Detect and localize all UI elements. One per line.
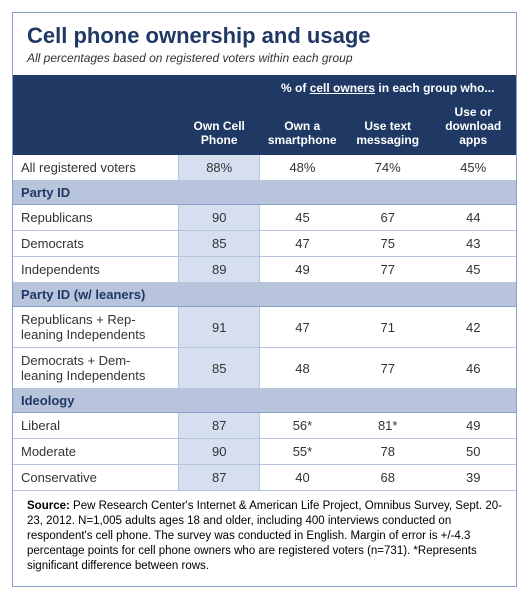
table-row: Democrats + Dem-leaning Independents8548… [13, 348, 516, 389]
cell-c: 44 [430, 205, 516, 231]
cell-own: 91 [179, 307, 259, 348]
header-span-underline: cell owners [310, 81, 375, 95]
cell-c: 50 [430, 439, 516, 465]
row-label: Conservative [13, 465, 179, 491]
cell-b: 77 [345, 348, 431, 389]
cell-own: 87 [179, 413, 259, 439]
cell-a: 47 [259, 307, 345, 348]
header-span-suffix: in each group who... [375, 81, 494, 95]
cell-b: 75 [345, 231, 431, 257]
source-text: Pew Research Center's Internet & America… [27, 500, 502, 572]
row-label: Republicans [13, 205, 179, 231]
group-header-row: Party ID [13, 181, 516, 205]
cell-a: 40 [259, 465, 345, 491]
cell-own: 87 [179, 465, 259, 491]
cell-c: 45 [430, 257, 516, 283]
data-table: % of cell owners in each group who... Ow… [13, 75, 516, 491]
cell-a: 45 [259, 205, 345, 231]
cell-a: 56* [259, 413, 345, 439]
cell-c: 43 [430, 231, 516, 257]
table-row: Democrats85477543 [13, 231, 516, 257]
cell-c: 39 [430, 465, 516, 491]
cell-own: 90 [179, 439, 259, 465]
header-col-b: Use text messaging [345, 101, 431, 155]
cell-b: 71 [345, 307, 431, 348]
group-label: Ideology [13, 389, 516, 413]
row-label: Republicans + Rep-leaning Independents [13, 307, 179, 348]
cell-own: 85 [179, 231, 259, 257]
card-subtitle: All percentages based on registered vote… [13, 49, 516, 75]
cell-c: 45% [430, 155, 516, 181]
cell-own: 85 [179, 348, 259, 389]
source-note: Source: Pew Research Center's Internet &… [13, 491, 516, 586]
cell-c: 49 [430, 413, 516, 439]
cell-b: 67 [345, 205, 431, 231]
table-row: Republicans90456744 [13, 205, 516, 231]
header-blank-own [179, 75, 259, 101]
cell-own: 89 [179, 257, 259, 283]
table-row: Independents89497745 [13, 257, 516, 283]
header-col-c: Use or download apps [430, 101, 516, 155]
table-row: All registered voters88%48%74%45% [13, 155, 516, 181]
cell-own: 88% [179, 155, 259, 181]
group-label: Party ID [13, 181, 516, 205]
cell-a: 49 [259, 257, 345, 283]
cell-b: 74% [345, 155, 431, 181]
cell-a: 48 [259, 348, 345, 389]
cell-b: 78 [345, 439, 431, 465]
table-body: All registered voters88%48%74%45%Party I… [13, 155, 516, 491]
table-row: Conservative87406839 [13, 465, 516, 491]
cell-b: 68 [345, 465, 431, 491]
header-blank [13, 75, 179, 101]
cell-c: 42 [430, 307, 516, 348]
group-label: Party ID (w/ leaners) [13, 283, 516, 307]
cell-c: 46 [430, 348, 516, 389]
row-label: Liberal [13, 413, 179, 439]
cell-a: 55* [259, 439, 345, 465]
cell-a: 48% [259, 155, 345, 181]
card-title: Cell phone ownership and usage [13, 13, 516, 49]
group-header-row: Party ID (w/ leaners) [13, 283, 516, 307]
cell-b: 77 [345, 257, 431, 283]
header-col-own: Own Cell Phone [179, 101, 259, 155]
row-label: Independents [13, 257, 179, 283]
header-span-prefix: % of [281, 81, 310, 95]
cell-b: 81* [345, 413, 431, 439]
table-row: Republicans + Rep-leaning Independents91… [13, 307, 516, 348]
table-row: Moderate9055*7850 [13, 439, 516, 465]
row-label: Democrats + Dem-leaning Independents [13, 348, 179, 389]
header-col-label [13, 101, 179, 155]
chart-card: Cell phone ownership and usage All perce… [12, 12, 517, 587]
header-col-a: Own a smartphone [259, 101, 345, 155]
source-bold: Source: [27, 500, 70, 512]
table-row: Liberal8756*81*49 [13, 413, 516, 439]
group-header-row: Ideology [13, 389, 516, 413]
row-label: All registered voters [13, 155, 179, 181]
row-label: Moderate [13, 439, 179, 465]
cell-own: 90 [179, 205, 259, 231]
header-span: % of cell owners in each group who... [259, 75, 516, 101]
row-label: Democrats [13, 231, 179, 257]
cell-a: 47 [259, 231, 345, 257]
